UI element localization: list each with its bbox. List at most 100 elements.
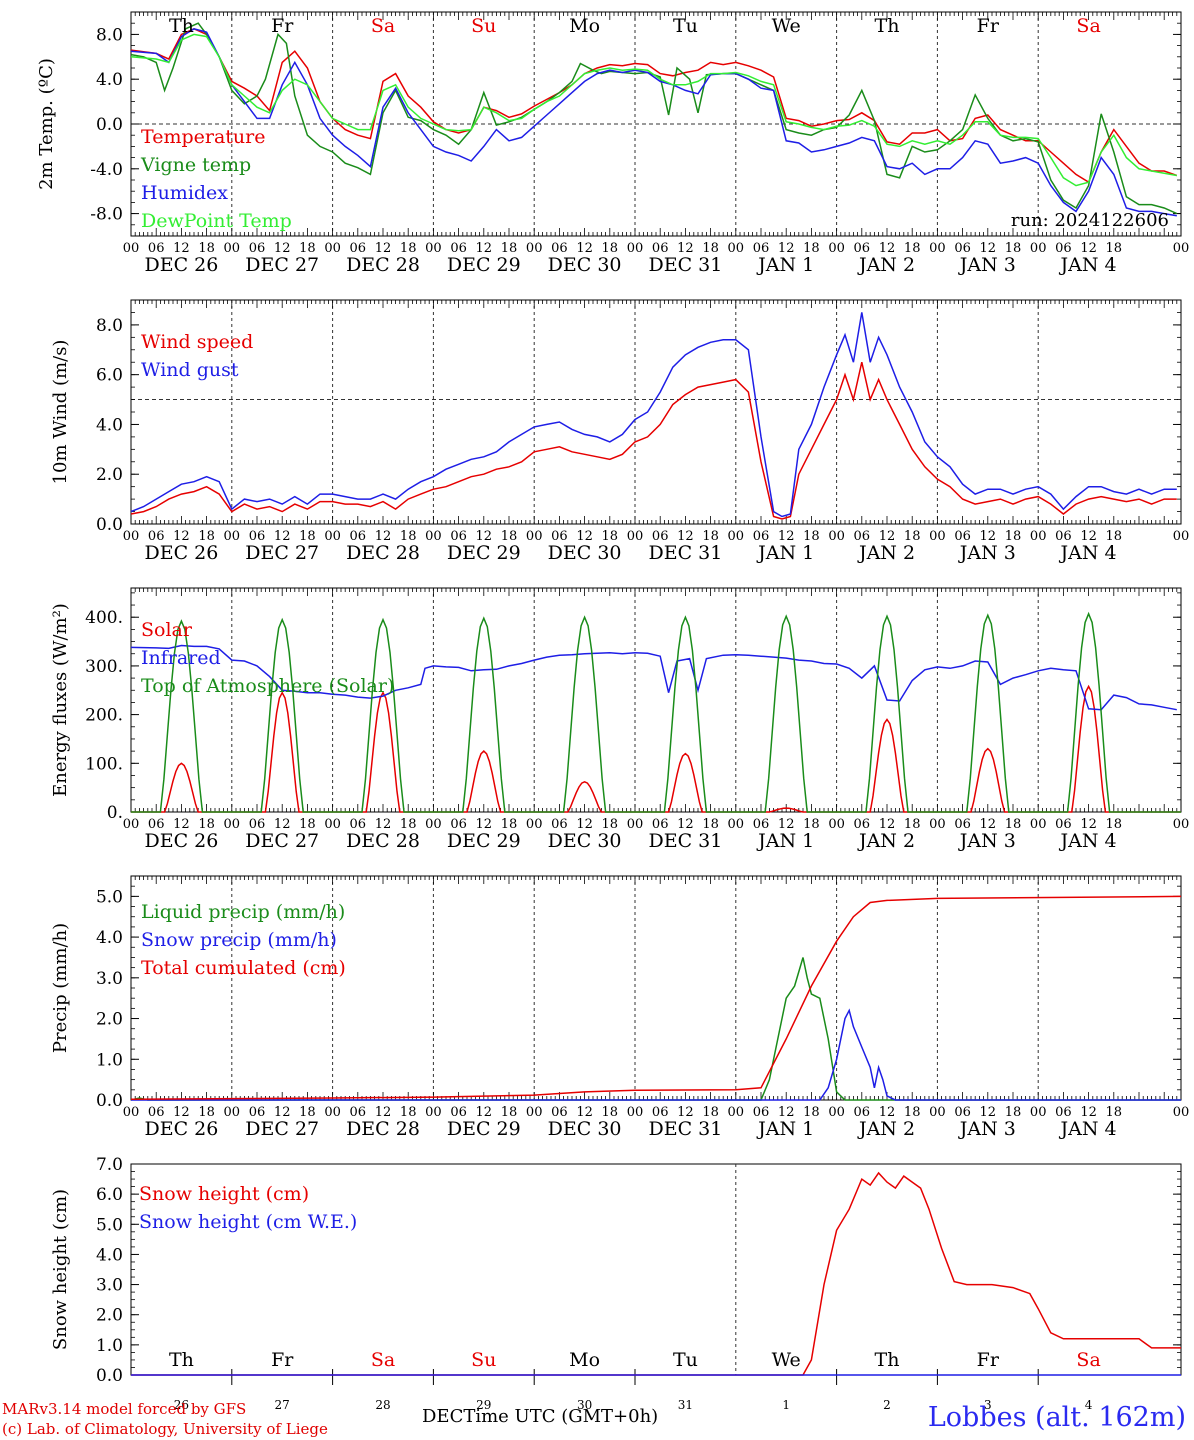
hour-label: 18: [1005, 817, 1022, 832]
hour-label: 00: [929, 817, 946, 832]
date-label: DEC 31: [648, 254, 722, 276]
hour-label: 12: [576, 529, 593, 544]
legend-entry: Top of Atmosphere (Solar): [141, 675, 394, 697]
weekday-label: Fr: [977, 1349, 1000, 1371]
day-number: 2: [883, 1398, 891, 1412]
y-axis-title: 10m Wind (m/s): [50, 340, 71, 485]
hour-label: 18: [904, 817, 921, 832]
y-tick-label: 4.0: [96, 1245, 123, 1265]
y-tick-label: -4.0: [90, 160, 123, 180]
hour-label: 12: [677, 817, 694, 832]
y-tick-label: 8.0: [96, 25, 123, 45]
series-line: [131, 1008, 1181, 1101]
date-label: JAN 1: [756, 254, 814, 276]
hour-label: 18: [198, 241, 215, 256]
hour-label: 06: [652, 529, 669, 544]
weekday-label: Fr: [977, 15, 1000, 37]
hour-label: 18: [602, 241, 619, 256]
hour-label: 12: [879, 817, 896, 832]
hour-label: 18: [400, 1105, 417, 1120]
day-number: 27: [275, 1398, 290, 1412]
y-tick-label: 4.0: [96, 415, 123, 435]
date-label: JAN 1: [756, 542, 814, 564]
date-label: DEC 31: [648, 830, 722, 852]
y-tick-label: 1.0: [96, 1050, 123, 1070]
hour-label: 06: [551, 1105, 568, 1120]
hour-label: 12: [1080, 817, 1097, 832]
legend-entry: Wind speed: [141, 331, 253, 353]
date-label: JAN 2: [857, 254, 915, 276]
hour-label: 00: [728, 817, 745, 832]
hour-label: 18: [299, 1105, 316, 1120]
hour-label: 12: [778, 529, 795, 544]
panel-1: [130, 11, 1182, 237]
weekday-label: Mo: [569, 1349, 600, 1371]
y-tick-label: 0.0: [96, 1091, 123, 1111]
hour-label: 06: [1055, 817, 1072, 832]
date-label: DEC 27: [245, 1118, 319, 1140]
series-line: [131, 611, 1181, 813]
hour-label: 00: [728, 241, 745, 256]
y-tick-label: 0.0: [96, 115, 123, 135]
hour-label: 12: [980, 817, 997, 832]
date-label: JAN 3: [958, 254, 1016, 276]
day-number: 28: [375, 1398, 390, 1412]
hour-label: 12: [173, 1105, 190, 1120]
hour-label: 06: [450, 817, 467, 832]
hour-label: 18: [602, 1105, 619, 1120]
legend-entry: Liquid precip (mm/h): [141, 901, 345, 923]
hour-label: 18: [602, 529, 619, 544]
hour-label: 12: [274, 817, 291, 832]
date-label: DEC 26: [144, 254, 218, 276]
hour-label: 00: [828, 817, 845, 832]
y-tick-label: 4.0: [96, 70, 123, 90]
y-tick-label: 400.: [85, 608, 123, 628]
hour-label: 00: [828, 241, 845, 256]
weekday-label: Th: [875, 15, 900, 37]
day-number: 3: [984, 1398, 992, 1412]
hour-label: 06: [954, 529, 971, 544]
legend-entry: Total cumulated (cm): [141, 957, 346, 979]
bottom-axis-prefix: DEC: [422, 1406, 464, 1427]
date-label: DEC 29: [447, 542, 521, 564]
credit-line-2: (c) Lab. of Climatology, University of L…: [2, 1420, 328, 1438]
date-label: DEC 28: [346, 254, 420, 276]
hour-label: 18: [501, 529, 518, 544]
hour-label: 18: [904, 1105, 921, 1120]
weekday-label: Sa: [371, 1349, 395, 1371]
hour-label: 06: [1055, 529, 1072, 544]
hour-label: 06: [148, 529, 165, 544]
series-line: [130, 27, 1177, 217]
y-tick-label: 0.: [107, 803, 123, 823]
hour-label: 06: [652, 241, 669, 256]
hour-label: 18: [198, 817, 215, 832]
y-tick-label: 3.0: [96, 969, 123, 989]
day-number: 26: [174, 1398, 189, 1412]
hour-label: 12: [677, 241, 694, 256]
weekday-label: Sa: [1076, 15, 1100, 37]
date-label: DEC 26: [144, 542, 218, 564]
hour-label: 06: [350, 1105, 367, 1120]
hour-label: 06: [854, 817, 871, 832]
hour-label: 12: [576, 817, 593, 832]
hour-label: 18: [904, 241, 921, 256]
series-line: [130, 895, 1182, 1100]
hour-label: 18: [702, 1105, 719, 1120]
hour-label: 06: [249, 817, 266, 832]
hour-label: 06: [551, 529, 568, 544]
y-tick-label: 100.: [85, 754, 123, 774]
hour-label: 06: [350, 817, 367, 832]
hour-label: 06: [350, 241, 367, 256]
hour-label: 18: [400, 529, 417, 544]
credit-line-1: MARv3.14 model forced by GFS: [2, 1400, 247, 1418]
hour-label: 00: [324, 529, 341, 544]
hour-label: 06: [350, 529, 367, 544]
y-tick-label: -8.0: [90, 205, 123, 225]
hour-label: 12: [173, 241, 190, 256]
legend-entry: Wind gust: [141, 359, 239, 381]
weekday-label: Sa: [371, 15, 395, 37]
hour-label: 06: [652, 817, 669, 832]
date-label: DEC 30: [548, 830, 622, 852]
hour-label: 06: [551, 241, 568, 256]
